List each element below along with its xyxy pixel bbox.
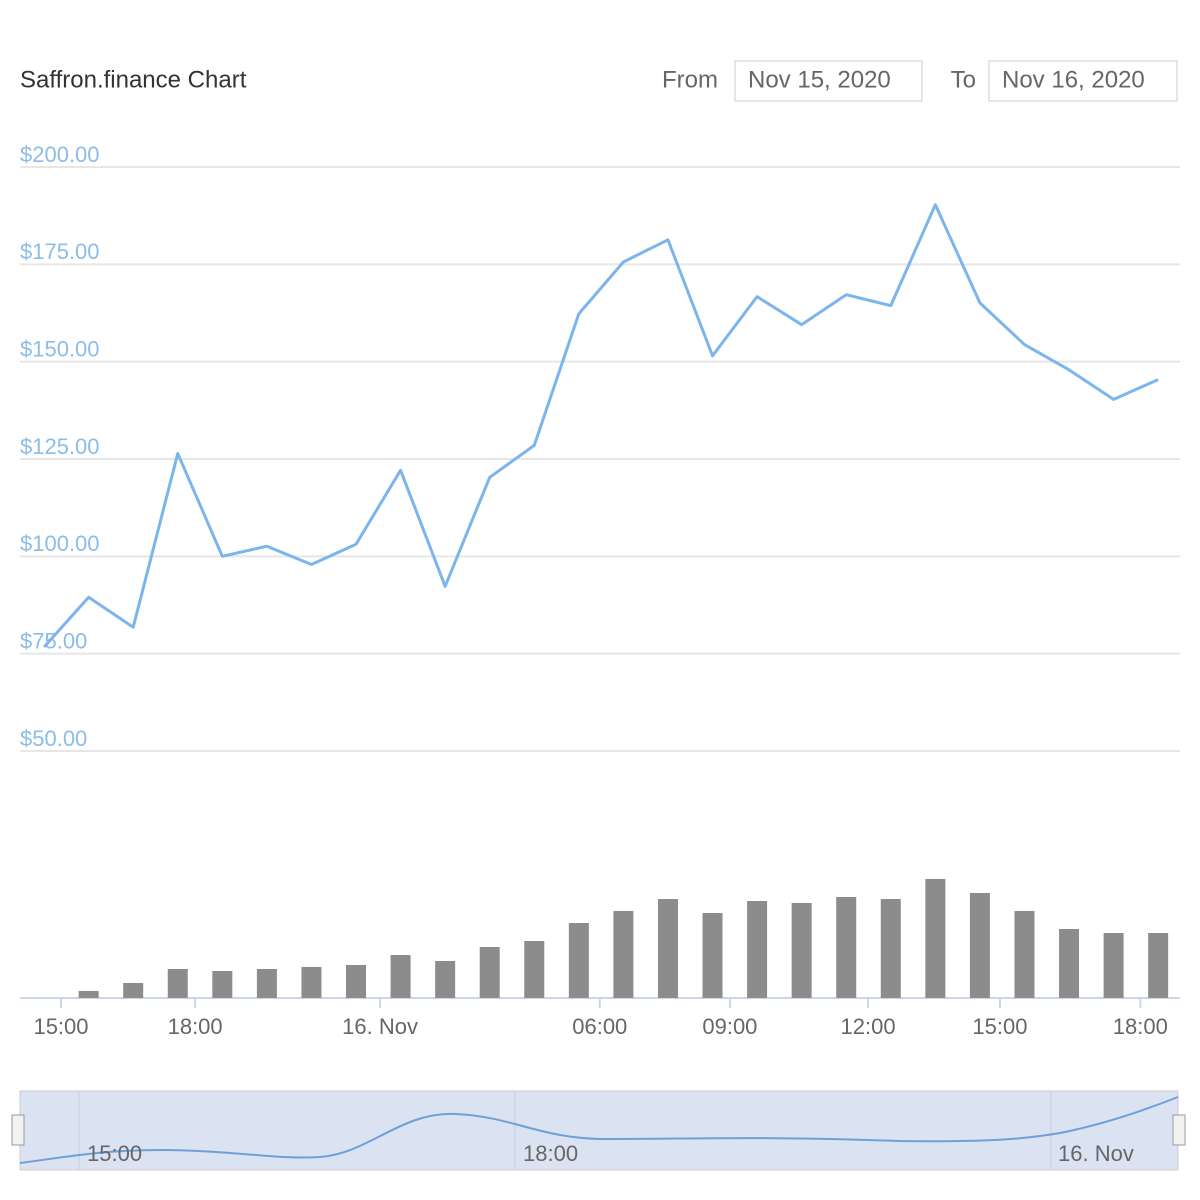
- y-tick-label: $75.00: [20, 628, 87, 653]
- x-tick-label: 06:00: [572, 1014, 627, 1039]
- volume-bar: [167, 969, 188, 998]
- navigator-tick-label: 16. Nov: [1058, 1141, 1134, 1166]
- volume-bar: [346, 965, 367, 998]
- x-tick-label: 18:00: [1113, 1014, 1168, 1039]
- volume-bar: [791, 903, 812, 998]
- navigator-series: [19, 1096, 1179, 1164]
- volume-bar: [435, 961, 456, 998]
- volume-bar: [747, 901, 768, 998]
- y-tick-label: $150.00: [20, 336, 100, 361]
- chart-title: Saffron.finance Chart: [20, 66, 247, 93]
- volume-bar: [212, 971, 233, 998]
- volume-bar: [836, 897, 857, 998]
- x-tick-label: 15:00: [972, 1014, 1027, 1039]
- volume-bar: [123, 983, 144, 998]
- x-tick-label: 12:00: [841, 1014, 896, 1039]
- navigator-handle[interactable]: [11, 1114, 25, 1146]
- to-input[interactable]: [988, 60, 1178, 102]
- volume-bar: [702, 913, 723, 998]
- volume-bar: [1148, 933, 1169, 998]
- from-value[interactable]: Nov 15, 2020: [748, 66, 891, 93]
- navigator-handle[interactable]: [1172, 1114, 1186, 1146]
- volume-bar: [1059, 929, 1080, 998]
- volume-bar: [390, 955, 411, 998]
- from-input[interactable]: [734, 60, 923, 102]
- x-tick-label: 18:00: [168, 1014, 223, 1039]
- volume-bar: [568, 923, 589, 998]
- y-tick-label: $100.00: [20, 531, 100, 556]
- y-tick-label: $200.00: [20, 142, 100, 167]
- to-value[interactable]: Nov 16, 2020: [1002, 66, 1145, 93]
- navigator-mask[interactable]: [19, 1090, 1179, 1171]
- navigator: 15:00 18:00 16. Nov: [11, 1090, 1186, 1171]
- volume-bar: [524, 941, 545, 998]
- volume-bar: [301, 967, 322, 998]
- navigator-tick-label: 15:00: [87, 1141, 142, 1166]
- from-label: From: [662, 66, 718, 93]
- x-tick-label: 15:00: [33, 1014, 88, 1039]
- volume-bar: [613, 911, 634, 998]
- volume-bar: [256, 969, 277, 998]
- volume-bar: [1103, 933, 1124, 998]
- navigator-tick-label: 18:00: [523, 1141, 578, 1166]
- x-tick-label: 16. Nov: [342, 1014, 418, 1039]
- volume-bar: [78, 991, 99, 998]
- price-line: [42, 203, 1159, 649]
- volume-bar: [479, 947, 500, 998]
- y-tick-label: $50.00: [20, 726, 87, 751]
- y-tick-label: $175.00: [20, 239, 100, 264]
- x-tick-label: 09:00: [702, 1014, 757, 1039]
- volume-bar: [1014, 911, 1035, 998]
- volume-bar: [969, 893, 990, 998]
- volume-bar: [880, 899, 901, 998]
- to-label: To: [951, 66, 976, 93]
- y-tick-label: $125.00: [20, 434, 100, 459]
- volume-bar: [925, 879, 946, 998]
- volume-bar: [657, 899, 678, 998]
